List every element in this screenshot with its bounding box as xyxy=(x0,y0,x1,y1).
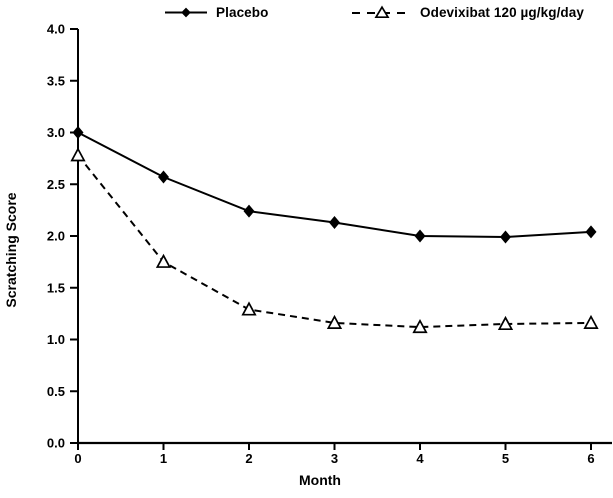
placebo-marker xyxy=(414,229,426,243)
x-tick-label: 5 xyxy=(502,451,509,466)
legend-entry-placebo: Placebo xyxy=(164,2,268,22)
legend-label-odevixibat: Odevixibat 120 µg/kg/day xyxy=(420,4,584,20)
y-tick-label: 1.5 xyxy=(47,280,65,295)
odevixibat-marker xyxy=(241,301,257,316)
odevixibat-line xyxy=(77,154,592,329)
axes: 0.0 0.5 1.0 1.5 2.0 2.5 3.0 3.5 4.0 0 1 2 3 4 5 6 xyxy=(47,22,612,466)
dashed-line-triangle-icon xyxy=(352,5,412,18)
placebo-marker xyxy=(72,126,84,139)
legend-label-placebo: Placebo xyxy=(216,4,269,20)
odevixibat-marker xyxy=(497,315,514,331)
odevixibat-marker xyxy=(70,147,86,162)
odevixibat-marker xyxy=(326,314,343,329)
x-tick-label: 0 xyxy=(74,451,81,466)
y-tick-label: 3.5 xyxy=(47,73,65,88)
odevixibat-marker xyxy=(583,314,599,329)
x-tick-label: 4 xyxy=(416,451,424,466)
y-tick-label: 0.5 xyxy=(47,384,65,399)
odevixibat-marker xyxy=(155,253,172,268)
placebo-marker xyxy=(329,216,340,230)
y-tick-label: 0.0 xyxy=(47,436,65,451)
placebo-marker xyxy=(243,204,255,218)
x-tick-label: 1 xyxy=(160,451,167,466)
y-tick-label: 2.0 xyxy=(47,229,65,244)
y-axis-title: Scratching Score xyxy=(3,192,19,307)
plot-area xyxy=(70,126,599,334)
y-tick-label: 3.0 xyxy=(47,125,65,140)
x-axis-title: Month xyxy=(299,472,341,488)
x-tick-label: 2 xyxy=(245,451,252,466)
y-tick-label: 4.0 xyxy=(47,22,65,37)
solid-line-diamond-icon xyxy=(165,7,207,17)
placebo-marker xyxy=(585,225,597,239)
odevixibat-marker xyxy=(412,318,428,334)
legend: Placebo Odevixibat 120 µg/kg/day xyxy=(0,2,613,22)
x-tick-label: 6 xyxy=(587,451,594,466)
legend-entry-odevixibat: Odevixibat 120 µg/kg/day xyxy=(352,2,584,22)
x-tick-label: 3 xyxy=(331,451,338,466)
placebo-marker xyxy=(158,170,169,184)
placebo-marker xyxy=(500,230,511,244)
y-tick-label: 2.5 xyxy=(47,177,65,192)
y-tick-label: 1.0 xyxy=(47,332,65,347)
